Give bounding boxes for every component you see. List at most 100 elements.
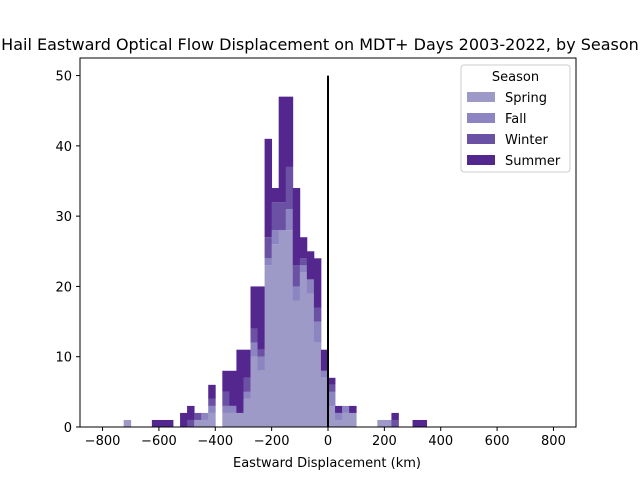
bar-spring--725 xyxy=(123,419,132,427)
bar-summer-25 xyxy=(335,405,343,413)
bar-fall--275 xyxy=(250,342,258,357)
bar-fall--225 xyxy=(264,258,273,266)
bar-summer--150 xyxy=(285,96,294,167)
chart-title: Hail Eastward Optical Flow Displacement … xyxy=(1,35,639,54)
y-tick-label: 20 xyxy=(55,280,72,295)
x-tick-label: 400 xyxy=(428,434,453,449)
bar-summer--375 xyxy=(222,370,230,392)
bar-winter--200 xyxy=(271,202,280,231)
bar-summer-225 xyxy=(391,412,399,420)
bar-fall--75 xyxy=(306,279,315,294)
bar-winter-0 xyxy=(328,384,336,392)
bar-winter--300 xyxy=(243,377,251,392)
bar-fall--200 xyxy=(271,230,280,245)
bar-spring--50 xyxy=(313,342,322,427)
bar-spring--25 xyxy=(320,377,329,427)
bar-spring--325 xyxy=(236,412,244,427)
legend-label-fall: Fall xyxy=(505,112,526,127)
bar-spring--425 xyxy=(208,412,216,427)
bar-spring--100 xyxy=(299,272,308,427)
bar-summer--275 xyxy=(250,286,258,329)
bar-spring--225 xyxy=(264,265,273,427)
bar-fall--450 xyxy=(201,412,209,420)
bar-winter-225 xyxy=(391,419,399,427)
bar-summer--300 xyxy=(243,349,251,378)
bar-spring--150 xyxy=(285,230,294,427)
bar-summer--50 xyxy=(313,258,322,308)
bar-spring--75 xyxy=(306,293,315,427)
x-tick-label: 800 xyxy=(541,434,566,449)
bar-fall--250 xyxy=(257,356,265,371)
bar-summer--125 xyxy=(292,188,301,266)
bar-spring--125 xyxy=(292,300,301,427)
bar-winter--250 xyxy=(257,349,265,357)
legend-label-summer: Summer xyxy=(505,154,561,169)
bar-winter--175 xyxy=(278,202,287,231)
y-axis-ticks: 0 10 20 30 40 50 xyxy=(55,70,80,436)
legend-swatch-fall xyxy=(467,113,495,123)
bar-spring--475 xyxy=(194,419,202,427)
bar-fall-50 xyxy=(342,405,350,413)
bar-winter--500 xyxy=(187,419,195,427)
bar-spring--275 xyxy=(250,356,258,427)
bar-spring--375 xyxy=(222,412,230,427)
x-tick-label: 600 xyxy=(485,434,510,449)
bar-spring--450 xyxy=(201,419,209,427)
bar-spring--175 xyxy=(278,230,287,427)
legend-swatch-summer xyxy=(467,155,495,165)
bar-summer--175 xyxy=(278,96,287,203)
bar-summer-325 xyxy=(419,419,428,427)
y-tick-label: 30 xyxy=(55,210,72,225)
histogram-bars xyxy=(123,96,428,427)
bar-winter--150 xyxy=(285,166,294,210)
bar-spring--300 xyxy=(243,398,251,427)
bar-summer--350 xyxy=(229,370,237,406)
legend-label-spring: Spring xyxy=(505,91,547,106)
bar-fall--150 xyxy=(285,209,294,231)
bar-spring-25 xyxy=(335,419,343,427)
bar-summer--600 xyxy=(158,419,167,427)
legend-label-winter: Winter xyxy=(505,133,549,148)
legend-swatch-winter xyxy=(467,134,495,144)
bar-summer--100 xyxy=(299,237,308,259)
bar-fall--425 xyxy=(208,405,216,413)
bar-fall-25 xyxy=(335,412,343,420)
bar-summer-75 xyxy=(349,405,357,413)
legend: Season Spring Fall Winter Summer xyxy=(460,64,571,173)
bar-fall--300 xyxy=(243,391,251,399)
bar-summer--500 xyxy=(187,405,195,420)
bar-fall--50 xyxy=(313,321,322,343)
bar-fall-0 xyxy=(328,391,336,406)
x-axis-ticks: −800 −600 −400 −200 0 200 400 600 800 xyxy=(85,427,566,449)
bar-summer-0 xyxy=(328,377,336,385)
bar-summer--425 xyxy=(208,384,216,399)
bar-spring-175 xyxy=(377,419,385,427)
bar-summer-300 xyxy=(412,419,420,427)
x-axis-label: Eastward Displacement (km) xyxy=(233,456,421,471)
y-tick-label: 0 xyxy=(64,421,72,436)
x-tick-label: 0 xyxy=(324,434,332,449)
x-tick-label: −200 xyxy=(254,434,290,449)
bar-spring-75 xyxy=(349,412,357,427)
bar-summer--200 xyxy=(271,188,280,203)
bar-spring--200 xyxy=(271,244,280,427)
bar-summer--25 xyxy=(320,349,329,371)
bar-fall--25 xyxy=(320,370,329,378)
y-tick-label: 50 xyxy=(55,70,72,85)
legend-swatch-spring xyxy=(467,92,495,102)
bar-fall--375 xyxy=(222,405,230,413)
bar-summer--75 xyxy=(306,251,315,280)
bar-spring-200 xyxy=(384,419,392,427)
bar-winter--425 xyxy=(208,398,216,406)
bar-summer--575 xyxy=(165,419,174,427)
bar-winter--50 xyxy=(313,307,322,322)
legend-box xyxy=(460,64,571,173)
x-tick-label: −400 xyxy=(197,434,233,449)
bar-summer--625 xyxy=(151,419,160,427)
bar-spring--350 xyxy=(229,412,237,427)
x-tick-label: −800 xyxy=(85,434,121,449)
x-tick-label: −600 xyxy=(141,434,177,449)
bar-spring-0 xyxy=(328,405,336,427)
y-tick-label: 10 xyxy=(55,351,72,366)
